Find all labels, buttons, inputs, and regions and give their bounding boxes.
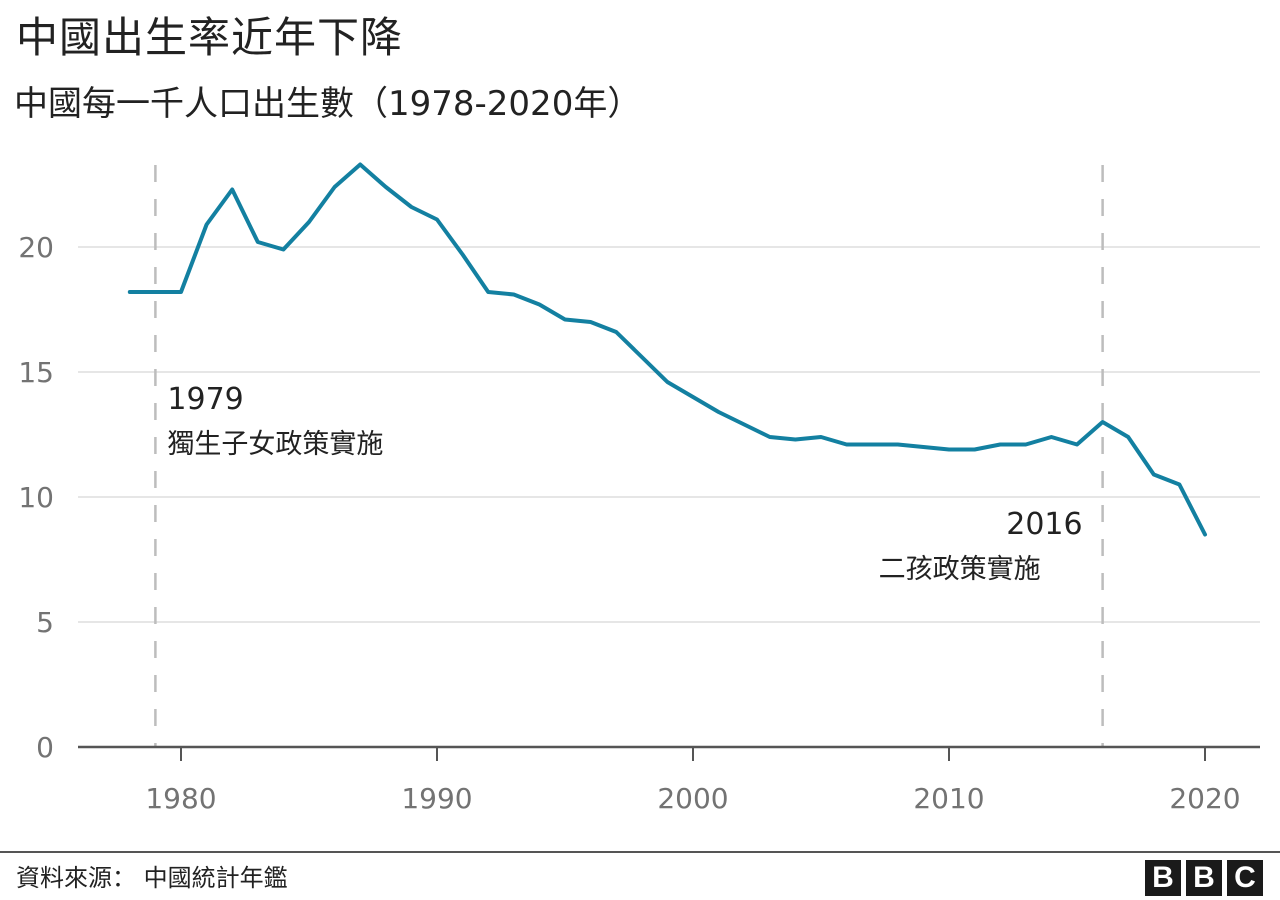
bbc-logo-block: C [1227,860,1263,896]
x-axis [78,745,1260,761]
y-tick-label: 0 [36,731,54,764]
chart-title: 中國出生率近年下降 [16,13,404,62]
bbc-logo-block: B [1145,860,1181,896]
bbc-logo: B B C [1145,860,1263,896]
annotation-label: 獨生子女政策實施 [167,429,383,460]
y-tick-label: 15 [18,356,54,389]
source-note: 資料來源： 中國統計年鑑 [16,864,288,892]
y-tick-label: 20 [18,231,54,264]
chart-subtitle: 中國每一千人口出生數（1978-2020年） [14,84,642,124]
x-tick-label: 2000 [657,782,728,815]
annotation-year: 1979 [167,382,243,417]
footer-divider [0,851,1280,853]
x-tick-label: 1990 [401,782,472,815]
annotation-label: 二孩政策實施 [879,554,1041,585]
y-tick-label: 10 [18,481,54,514]
y-tick-label: 5 [36,606,54,639]
x-tick-label: 2010 [913,782,984,815]
annotations: 1979 獨生子女政策實施 2016 二孩政策實施 [167,382,1082,585]
policy-markers [154,165,1104,747]
bbc-logo-block: B [1186,860,1222,896]
line-chart: 0 5 10 15 20 1980 1990 2000 2010 2020 1979 獨生子女政策… [18,162,1260,815]
x-tick-label: 1980 [145,782,216,815]
x-tick-label: 2020 [1169,782,1240,815]
x-axis-labels: 1980 1990 2000 2010 2020 [145,782,1240,815]
birth-rate-line [127,162,1207,537]
annotation-year: 2016 [1006,507,1082,542]
y-axis-labels: 0 5 10 15 20 [18,231,54,764]
